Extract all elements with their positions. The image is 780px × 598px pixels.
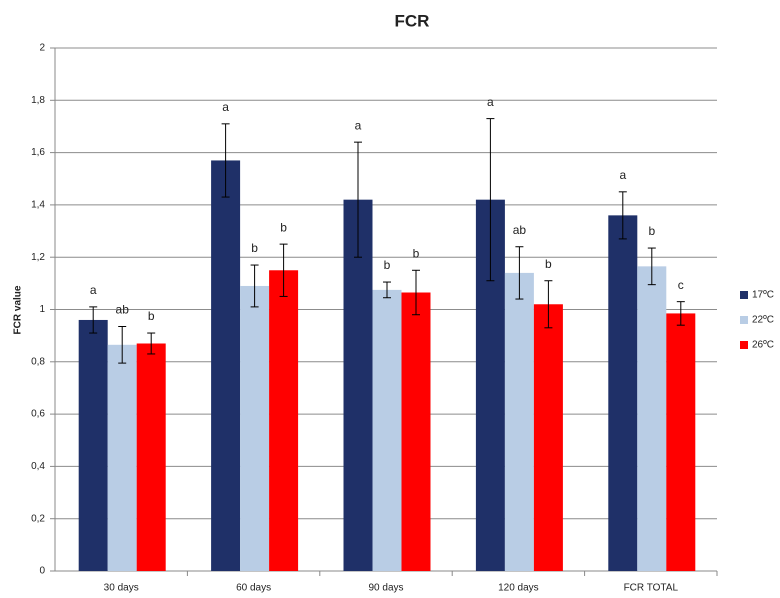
significance-letter: b: [251, 241, 258, 255]
significance-letter: c: [678, 278, 684, 292]
legend-swatch: [740, 341, 748, 349]
significance-letter: ab: [116, 303, 130, 317]
significance-letter: b: [648, 224, 655, 238]
significance-letter: b: [148, 309, 155, 323]
y-tick-label: 1,2: [31, 252, 45, 263]
bar: [608, 215, 638, 572]
bar: [637, 266, 667, 571]
significance-letter: a: [487, 95, 494, 109]
y-tick-label: 0: [39, 566, 45, 577]
y-tick-label: 1,6: [31, 147, 45, 158]
significance-letter: b: [413, 246, 420, 260]
y-tick-label: 1,4: [31, 200, 45, 211]
bar: [666, 313, 696, 571]
bar: [401, 292, 431, 571]
significance-letter: b: [545, 257, 552, 271]
legend-label: 22ºC: [752, 315, 774, 326]
significance-letter: ab: [513, 223, 527, 237]
y-tick-label: 2: [39, 43, 45, 54]
y-tick-label: 0,4: [31, 461, 45, 472]
y-tick-label: 1,8: [31, 95, 45, 106]
y-tick-label: 0,2: [31, 513, 45, 524]
bar: [372, 289, 402, 571]
bar: [533, 304, 563, 571]
x-tick-label: 90 days: [368, 583, 403, 594]
x-tick-label: 120 days: [498, 583, 539, 594]
bar: [211, 160, 241, 571]
legend-swatch: [740, 291, 748, 299]
y-axis-label: FCR value: [13, 285, 24, 334]
significance-letter: b: [384, 258, 391, 272]
bar: [343, 199, 373, 572]
bar: [78, 319, 108, 571]
y-tick-label: 1: [39, 304, 45, 315]
significance-letter: a: [355, 118, 362, 132]
legend-label: 26ºC: [752, 340, 774, 351]
legend-label: 17ºC: [752, 290, 774, 301]
x-tick-label: 60 days: [236, 583, 271, 594]
x-tick-label: FCR TOTAL: [624, 583, 679, 594]
significance-letter: a: [222, 100, 229, 114]
significance-letter: a: [90, 283, 97, 297]
y-tick-label: 0,8: [31, 356, 45, 367]
bar: [136, 343, 166, 571]
bar: [269, 270, 299, 571]
significance-letter: b: [280, 220, 287, 234]
bar: [240, 285, 270, 571]
bar: [504, 272, 534, 571]
chart-title: FCR: [395, 11, 430, 30]
y-tick-label: 0,6: [31, 409, 45, 420]
x-tick-label: 30 days: [104, 583, 139, 594]
significance-letter: a: [619, 168, 626, 182]
bar: [107, 344, 137, 571]
legend-swatch: [740, 316, 748, 324]
